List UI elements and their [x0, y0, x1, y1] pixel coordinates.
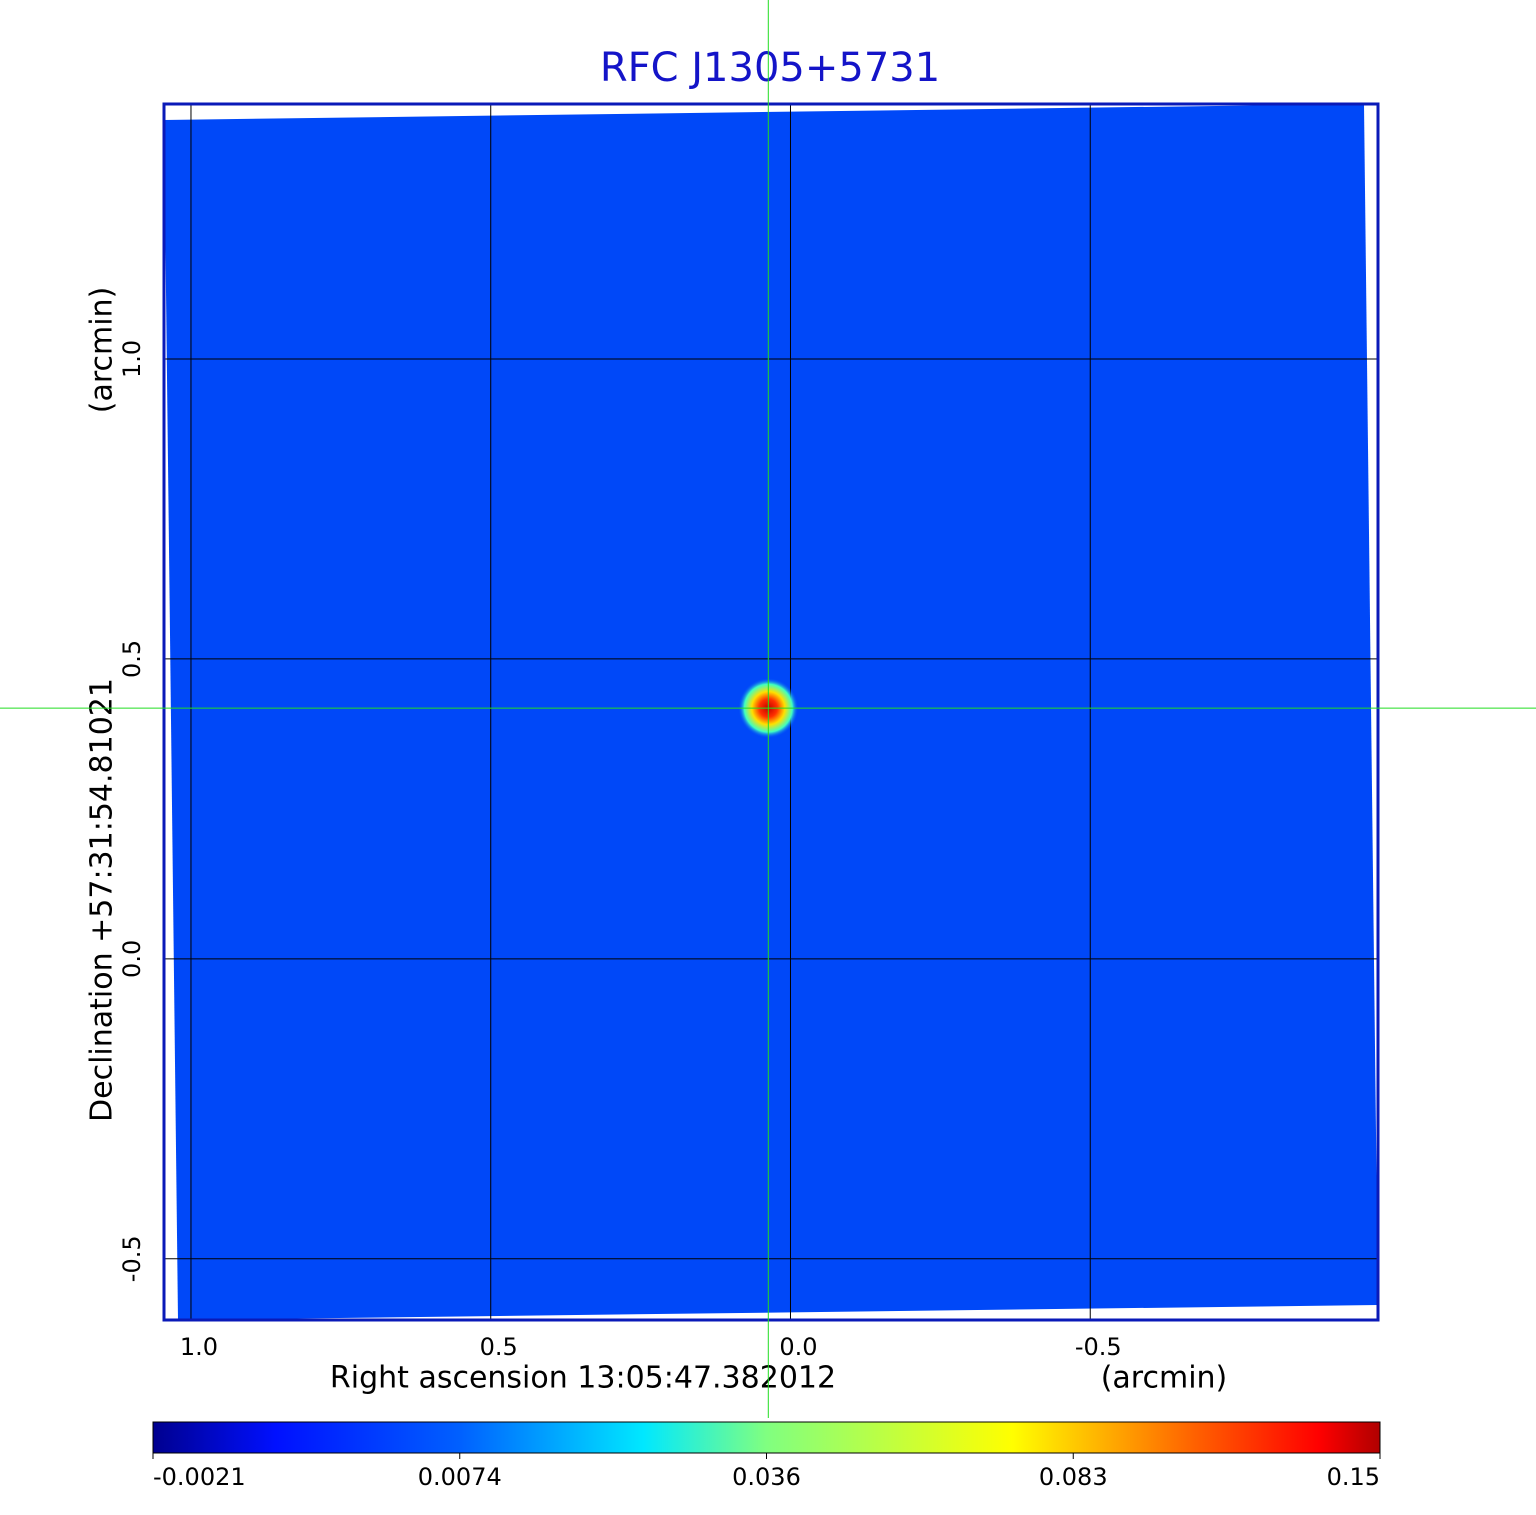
- y-tick-label: 0.0: [118, 940, 146, 978]
- y-tick-label: 0.5: [118, 640, 146, 678]
- colorbar-tick-label: 0.036: [732, 1463, 801, 1491]
- x-axis-label: Right ascension 13:05:47.382012: [330, 1361, 836, 1396]
- x-tick-label: -0.5: [1075, 1333, 1122, 1361]
- colorbar-tick-label: -0.0021: [153, 1463, 246, 1491]
- x-axis-unit: (arcmin): [1101, 1361, 1228, 1396]
- plot-frame: [162, 102, 1380, 1322]
- y-tick-label: 1.0: [118, 340, 146, 378]
- y-tick-label: -0.5: [118, 1235, 146, 1282]
- colorbar-tick-label: 0.15: [1327, 1463, 1380, 1491]
- x-tick-label: 0.0: [779, 1333, 817, 1361]
- colorbar-tick-label: 0.0074: [418, 1463, 502, 1491]
- colorbar-tick-label: 0.083: [1039, 1463, 1108, 1491]
- y-axis-unit: (arcmin): [85, 287, 120, 414]
- chart-title: RFC J1305+5731: [600, 45, 940, 91]
- colorbar: [152, 1421, 1381, 1454]
- x-tick-label: 0.5: [480, 1333, 518, 1361]
- x-tick-label: 1.0: [180, 1333, 218, 1361]
- y-axis-label: Declination +57:31:54.81021: [85, 678, 120, 1122]
